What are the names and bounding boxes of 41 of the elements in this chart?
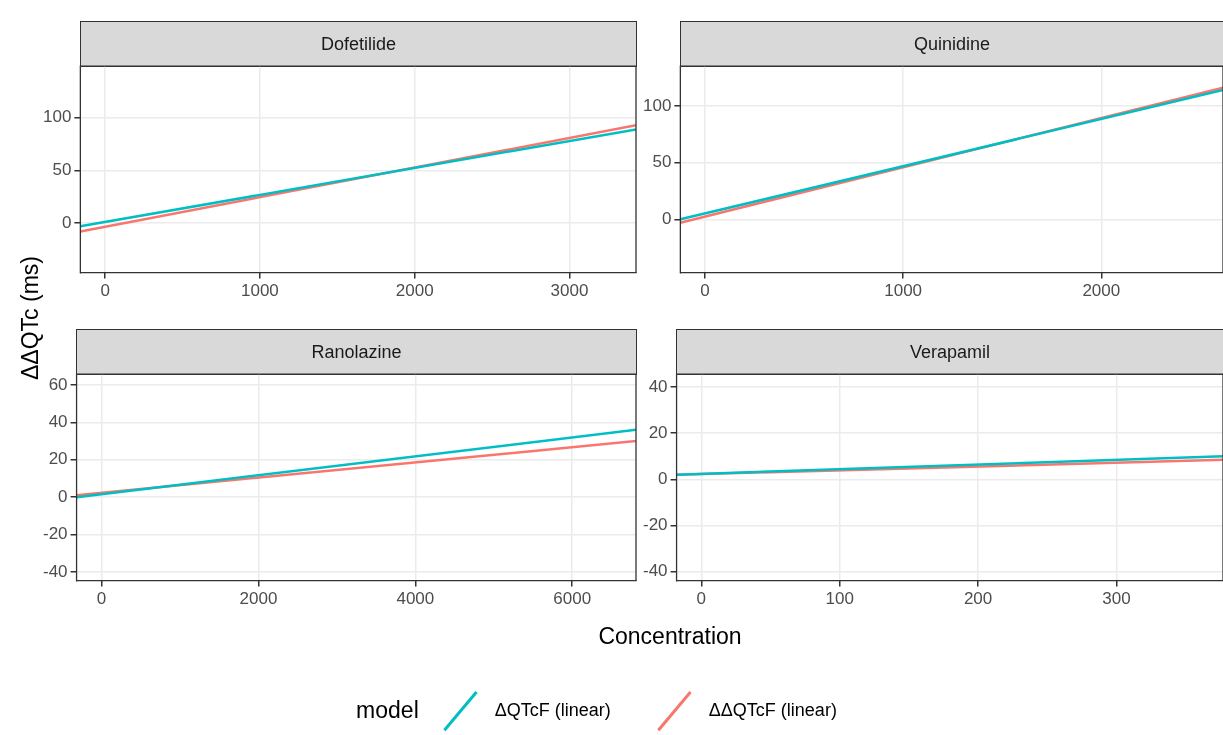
- y-tick-label: 40: [648, 376, 668, 396]
- x-tick-label: 6000: [553, 589, 592, 609]
- x-tick-label: 2000: [395, 281, 434, 301]
- x-tick-label: 2000: [1082, 281, 1121, 301]
- y-axis-title: ΔΔQTc (ms): [16, 256, 44, 380]
- x-tick-label: 4000: [396, 589, 435, 609]
- x-axis-title: Concentration: [598, 622, 742, 650]
- x-tick-label: 100: [825, 589, 854, 609]
- legend-title: model: [356, 696, 419, 724]
- chart-title: Dofetilide: [79, 21, 637, 68]
- y-tick-label: 50: [52, 160, 72, 180]
- x-tick-label: 3000: [550, 281, 589, 301]
- chart-title: Quinidine: [679, 21, 1223, 68]
- x-tick-label: 200: [963, 589, 993, 609]
- y-tick-label: 50: [652, 152, 672, 172]
- y-tick-label: -40: [642, 561, 668, 581]
- y-tick-label: -20: [642, 515, 668, 535]
- y-tick-label: -20: [42, 524, 68, 544]
- chart-title: Ranolazine: [76, 329, 637, 376]
- legend-label: ΔΔQTcF (linear): [708, 699, 837, 721]
- y-tick-label: 0: [661, 208, 672, 228]
- y-tick-label: 40: [48, 411, 68, 431]
- y-tick-label: 20: [48, 449, 68, 469]
- y-tick-label: 60: [48, 374, 68, 394]
- x-tick-label: 1000: [240, 281, 279, 301]
- y-tick-label: 100: [42, 107, 72, 127]
- legend-label: ΔQTcF (linear): [494, 699, 611, 721]
- chart-title: Verapamil: [676, 329, 1223, 376]
- y-tick-label: 0: [58, 486, 68, 506]
- y-tick-label: 100: [642, 95, 672, 115]
- y-tick-label: 20: [648, 422, 668, 442]
- x-tick-label: 0: [100, 281, 110, 301]
- x-tick-label: 1000: [884, 281, 923, 301]
- x-tick-label: 0: [96, 589, 107, 609]
- y-tick-label: -40: [42, 561, 68, 581]
- y-tick-label: 0: [658, 469, 668, 489]
- x-tick-label: 0: [700, 281, 710, 301]
- y-tick-label: 0: [61, 212, 72, 232]
- x-tick-label: 2000: [239, 589, 278, 609]
- x-tick-label: 0: [696, 589, 707, 609]
- x-tick-label: 300: [1102, 589, 1131, 609]
